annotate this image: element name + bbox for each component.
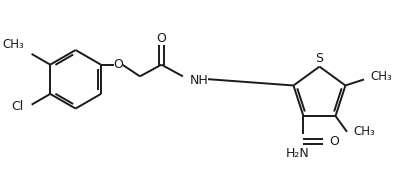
Text: O: O [114,58,123,71]
Text: NH: NH [190,74,208,87]
Text: O: O [330,135,339,148]
Text: O: O [156,32,166,45]
Text: H₂N: H₂N [286,147,309,160]
Text: S: S [316,52,324,65]
Text: CH₃: CH₃ [371,70,393,83]
Text: CH₃: CH₃ [2,38,24,51]
Text: CH₃: CH₃ [354,125,376,138]
Text: Cl: Cl [12,100,24,113]
